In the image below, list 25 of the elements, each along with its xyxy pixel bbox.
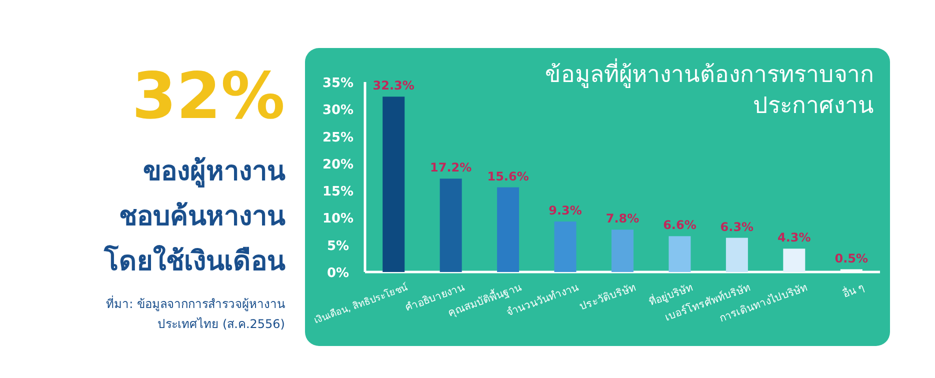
y-tick-label: 10% [322,212,354,227]
data-label: 9.3% [548,204,582,218]
data-label: 15.6% [487,169,529,184]
y-tick-label: 25% [322,130,354,146]
y-tick-label: 15% [322,184,354,200]
data-label: 0.5% [834,251,868,266]
y-tick-label: 30% [322,103,354,118]
text: ที่มา: ข้อมูลจากการสำรวจผู้หางาน [106,295,285,312]
data-label: 6.3% [720,220,754,234]
data-label: 17.2% [430,160,472,175]
text: ของผู้หางาน [143,156,286,188]
data-label: 6.6% [663,218,696,232]
y-tick-label: 35% [322,76,354,91]
y-tick-label: 0% [326,266,350,281]
text: โดยใช้เงินเดือน [103,244,286,277]
text: 32% [132,60,285,134]
data-label: 4.3% [778,230,811,245]
x-tick-label: อื่น ๆ [840,280,866,300]
text: ชอบค้นหางาน [119,201,286,232]
data-label: 32.3% [372,78,414,93]
y-tick-label: 20% [322,157,354,172]
data-label: 7.8% [606,212,640,226]
chart-title: ข้อมูลที่ผู้หางานต้องการทราบจากประกาศงาน [544,58,875,121]
y-tick-label: 5% [326,238,350,254]
text: ประเทศไทย (ส.ค.2556) [158,317,285,331]
